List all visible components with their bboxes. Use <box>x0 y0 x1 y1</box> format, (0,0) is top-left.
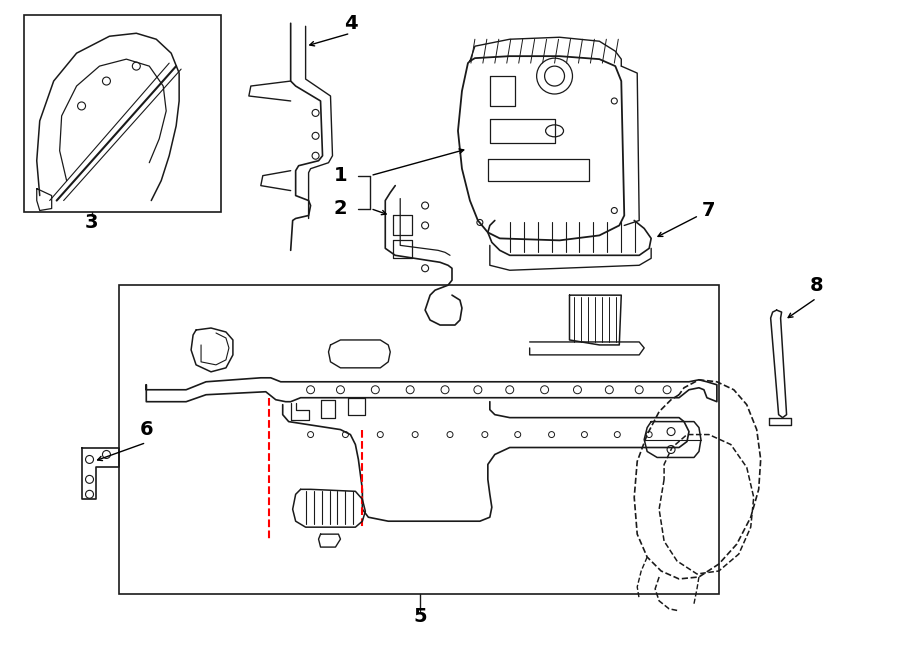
Bar <box>120 285 719 594</box>
Text: 3: 3 <box>85 213 98 232</box>
Text: 2: 2 <box>334 199 347 218</box>
Text: 5: 5 <box>413 607 427 626</box>
Text: 4: 4 <box>344 14 357 33</box>
Bar <box>23 15 221 212</box>
Text: 7: 7 <box>702 201 716 220</box>
Text: 8: 8 <box>810 276 824 295</box>
Text: 1: 1 <box>334 166 347 185</box>
Text: 6: 6 <box>140 420 153 439</box>
